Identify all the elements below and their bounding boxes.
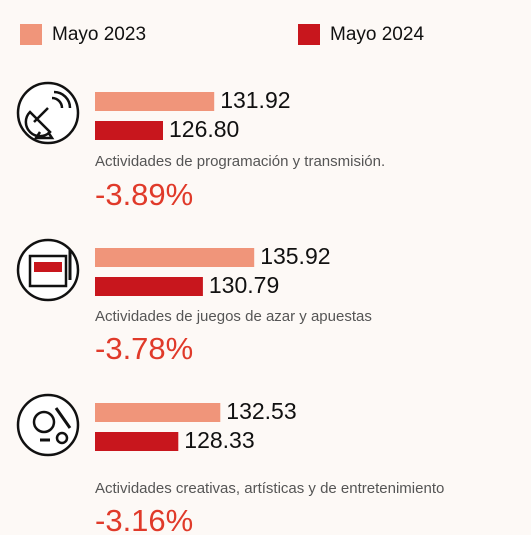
bar [95,92,215,111]
icon-antenna [16,81,80,145]
bar [95,248,255,267]
bar [95,432,179,451]
legend-label: Mayo 2024 [330,24,424,45]
change-label: -3.89% [95,177,193,212]
value-label: 130.79 [209,272,279,298]
value-label: 132.53 [226,398,296,424]
bar [95,277,203,296]
category-label: Actividades de juegos de azar y apuestas [95,308,372,325]
value-label: 135.92 [260,243,330,269]
legend-swatch [298,24,320,45]
category-label: Actividades de programación y transmisió… [95,153,385,170]
value-label: 131.92 [220,87,290,113]
icon-creative [16,393,80,457]
change-label: -3.16% [95,503,193,535]
change-label: -3.78% [95,331,193,366]
bar [95,403,221,422]
legend-label: Mayo 2023 [52,24,146,45]
icon-slot [16,238,80,302]
legend-swatch [20,24,42,45]
bar [95,121,163,140]
value-label: 126.80 [169,116,239,142]
value-label: 128.33 [184,427,254,453]
category-label: Actividades creativas, artísticas y de e… [95,480,444,497]
